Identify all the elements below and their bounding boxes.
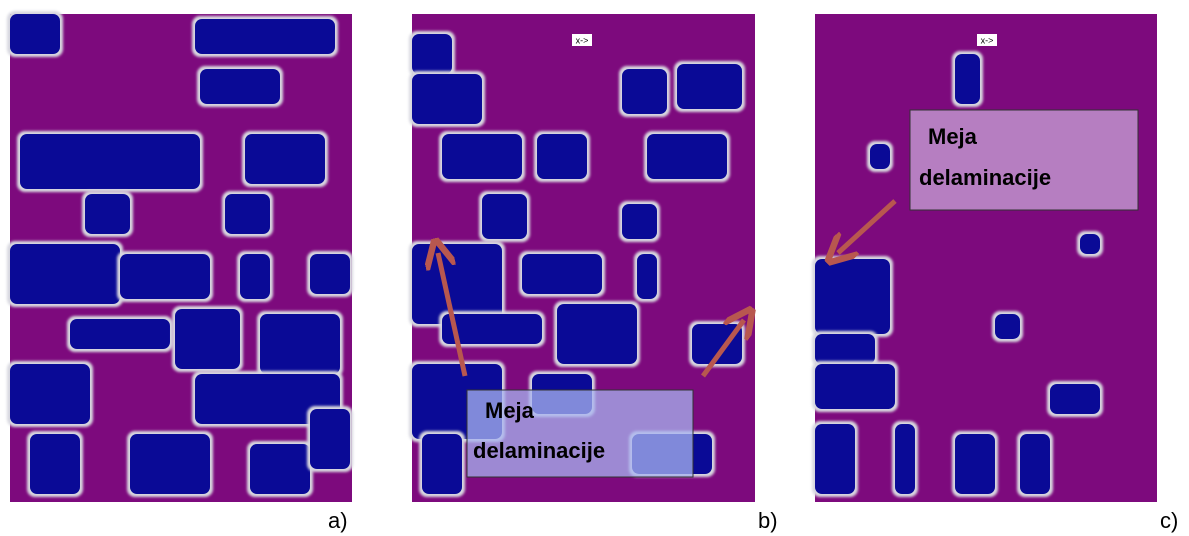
marker-box bbox=[977, 34, 997, 46]
axis-marker: x-> bbox=[576, 35, 589, 45]
delamination-blob bbox=[250, 444, 310, 494]
delamination-blob bbox=[422, 434, 462, 494]
delamination-blob bbox=[815, 424, 855, 494]
delamination-blob bbox=[195, 19, 335, 54]
delamination-blob bbox=[955, 434, 995, 494]
arrow bbox=[700, 320, 744, 378]
delamination-blob bbox=[10, 14, 60, 54]
delamination-blob bbox=[637, 254, 657, 299]
delamination-blob bbox=[442, 134, 522, 179]
arrow bbox=[838, 199, 897, 253]
delamination-blob bbox=[557, 304, 637, 364]
callout-box bbox=[466, 389, 694, 478]
scan-panel-c bbox=[812, 14, 1157, 502]
callout-text: delaminacije bbox=[919, 165, 1051, 190]
delamination-blob bbox=[482, 194, 527, 239]
delamination-blob bbox=[677, 64, 742, 109]
delamination-blob bbox=[1050, 384, 1100, 414]
callout-text: delaminacije bbox=[473, 438, 605, 463]
delamination-blob bbox=[815, 259, 890, 334]
delamination-blob bbox=[895, 424, 915, 494]
delamination-blob bbox=[175, 309, 240, 369]
delamination-blob bbox=[815, 334, 875, 364]
delamination-blob bbox=[245, 134, 325, 184]
callout-box bbox=[909, 109, 1139, 211]
callout-text: Meja bbox=[928, 124, 978, 149]
delamination-blob bbox=[412, 34, 452, 74]
delamination-blob bbox=[195, 374, 340, 424]
delamination-blob bbox=[10, 244, 120, 304]
delamination-blob bbox=[70, 319, 170, 349]
marker-box bbox=[572, 34, 592, 46]
panel-label: a) bbox=[328, 508, 348, 533]
delamination-blob bbox=[200, 69, 280, 104]
delamination-blob bbox=[30, 434, 80, 494]
delamination-blob bbox=[647, 134, 727, 179]
delamination-blob bbox=[10, 364, 90, 424]
delamination-blob bbox=[310, 254, 350, 294]
axis-marker: x-> bbox=[981, 35, 994, 45]
delamination-blob bbox=[310, 409, 350, 469]
panel-label: c) bbox=[1160, 508, 1178, 533]
panel-label: b) bbox=[758, 508, 778, 533]
delamination-blob bbox=[130, 434, 210, 494]
delamination-blob bbox=[870, 144, 890, 169]
delamination-blob bbox=[955, 54, 980, 104]
delamination-blob bbox=[1080, 234, 1100, 254]
delamination-blob bbox=[412, 74, 482, 124]
delamination-blob bbox=[537, 134, 587, 179]
arrow bbox=[438, 253, 468, 377]
delamination-blob bbox=[240, 254, 270, 299]
delamination-blob bbox=[225, 194, 270, 234]
delamination-blob bbox=[120, 254, 210, 299]
scan-panel-a bbox=[7, 11, 353, 502]
delamination-blob bbox=[995, 314, 1020, 339]
delamination-blob bbox=[815, 364, 895, 409]
delamination-blob bbox=[622, 69, 667, 114]
delamination-blob bbox=[20, 134, 200, 189]
delamination-blob bbox=[622, 204, 657, 239]
delamination-blob bbox=[442, 314, 542, 344]
callout-text: Meja bbox=[485, 398, 535, 423]
delamination-blob bbox=[260, 314, 340, 374]
delamination-blob bbox=[522, 254, 602, 294]
delamination-blob bbox=[1020, 434, 1050, 494]
delamination-blob bbox=[85, 194, 130, 234]
